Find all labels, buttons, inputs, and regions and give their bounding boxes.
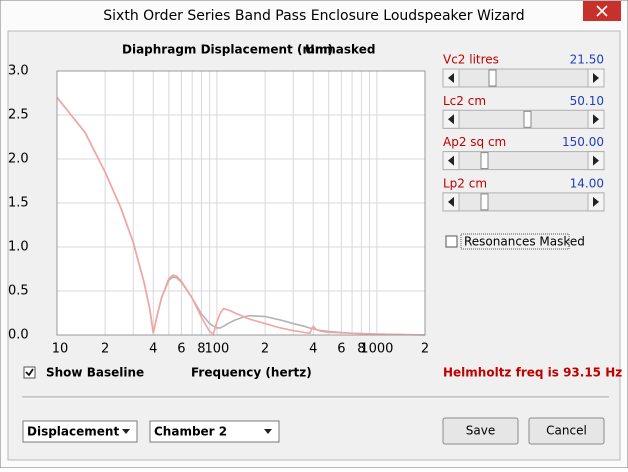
y-tick-label: 0.0 [8, 328, 29, 343]
left-arrow [448, 114, 454, 125]
slider-thumb[interactable] [480, 193, 489, 211]
y-tick-label: 3.0 [8, 64, 29, 79]
y-tick-label: 2.5 [8, 108, 29, 123]
dropdown[interactable] [149, 420, 280, 443]
x-tick-label: 1000 [360, 342, 393, 357]
slider-label: Lp2 cm [443, 176, 487, 190]
slider-track[interactable] [442, 68, 605, 88]
slider-label: Lc2 cm [443, 94, 486, 108]
window-title: Sixth Order Series Band Pass Enclosure L… [103, 8, 524, 24]
checkbox[interactable] [445, 235, 458, 248]
dropdown-value: Displacement [27, 425, 119, 439]
slider-label: Vc2 litres [443, 53, 499, 67]
data-line [56, 96, 426, 336]
button-label: Cancel [546, 424, 587, 438]
slider-track[interactable] [442, 192, 605, 212]
button-label: Save [466, 424, 495, 438]
focus-rect [460, 233, 570, 250]
x-tick-label: 6 [177, 342, 185, 357]
x-tick-label: 2 [421, 342, 429, 357]
slider-thumb[interactable] [523, 110, 532, 128]
button[interactable] [528, 417, 605, 445]
dropdown-arrow [122, 429, 130, 434]
slider-thumb[interactable] [480, 152, 489, 170]
dropdown-value: Chamber 2 [154, 425, 227, 439]
plot-border [56, 70, 426, 336]
checkbox[interactable] [23, 366, 36, 379]
x-tick-label: 2 [101, 342, 109, 357]
slider-track[interactable] [442, 151, 605, 171]
y-tick-label: 1.0 [8, 240, 29, 255]
check-mark [25, 368, 34, 377]
status-text: Helmholtz freq is 93.15 Hz [443, 366, 622, 380]
slider-thumb[interactable] [488, 69, 497, 87]
left-arrow [448, 155, 454, 166]
slider-label: Ap2 sq cm [443, 135, 506, 149]
button[interactable] [442, 417, 519, 445]
slider-value: 150.00 [562, 135, 604, 149]
slider-value: 21.50 [570, 53, 604, 67]
x-tick-label: 2 [261, 342, 269, 357]
slider-value: 14.00 [570, 176, 604, 190]
x-tick-label: 100 [205, 342, 230, 357]
y-tick-label: 1.5 [8, 196, 29, 211]
x-tick-label: 8 [197, 342, 205, 357]
right-arrow [593, 73, 599, 83]
dropdown-arrow [264, 429, 272, 434]
y-tick-label: 2.0 [8, 152, 29, 167]
x-tick-label: 4 [149, 342, 157, 357]
left-arrow [448, 73, 454, 83]
right-arrow [593, 155, 599, 166]
x-tick-label: 4 [309, 342, 317, 357]
right-arrow [593, 114, 599, 125]
chart-title: Diaphragm Displacement (mm) [122, 43, 333, 57]
x-tick-label: 6 [337, 342, 345, 357]
dropdown[interactable] [22, 420, 138, 443]
y-tick-label: 0.5 [8, 284, 29, 299]
x-axis-label: Frequency (hertz) [191, 366, 312, 380]
chart-subtitle: Unmasked [305, 43, 375, 57]
x-tick-label: 10 [52, 342, 69, 357]
checkbox-label[interactable]: Show Baseline [46, 366, 144, 380]
left-arrow [448, 196, 454, 207]
x-tick-label: 8 [357, 342, 365, 357]
checkbox-label[interactable]: Resonances Masked [464, 235, 585, 249]
close-icon [596, 5, 608, 17]
right-arrow [593, 196, 599, 207]
slider-value: 50.10 [570, 94, 604, 108]
